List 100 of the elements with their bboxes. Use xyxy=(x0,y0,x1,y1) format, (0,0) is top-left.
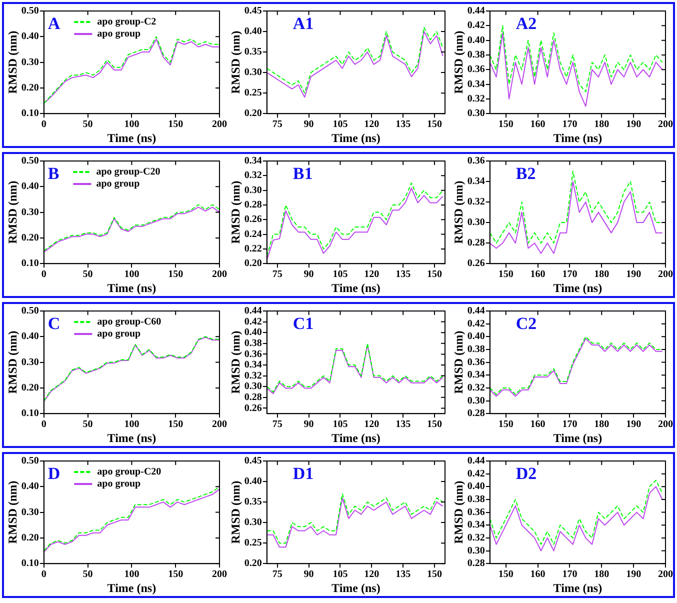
y-tick-label: 0.38 xyxy=(467,344,485,356)
y-tick-label: 0.34 xyxy=(467,520,485,531)
y-tick-label: 0.40 xyxy=(244,26,262,38)
x-tick-label: 135 xyxy=(396,569,411,580)
x-tick-label: 150 xyxy=(427,569,442,580)
x-tick-label: 0 xyxy=(41,119,46,130)
y-axis-title: RMSD (nm) xyxy=(451,330,466,394)
x-tick-label: 105 xyxy=(332,269,348,280)
legend-label: apo group xyxy=(97,328,142,340)
x-tick-label: 90 xyxy=(304,419,314,430)
x-tick-label: 200 xyxy=(212,419,227,430)
x-tick-label: 135 xyxy=(396,269,411,280)
x-tick-label: 180 xyxy=(594,269,610,280)
y-tick-label: 0.30 xyxy=(244,184,262,196)
y-tick-label: 0.35 xyxy=(244,46,262,58)
x-tick-label: 170 xyxy=(562,119,578,130)
chart-title: B xyxy=(48,164,60,183)
x-tick-label: 150 xyxy=(427,119,442,130)
y-tick-label: 0.30 xyxy=(21,206,39,218)
y-tick-label: 0.32 xyxy=(244,170,262,182)
chart-title: A2 xyxy=(516,14,537,33)
y-tick-label: 0.45 xyxy=(244,6,262,17)
y-tick-label: 0.10 xyxy=(21,258,39,270)
y-tick-label: 0.22 xyxy=(244,244,262,255)
x-tick-label: 200 xyxy=(658,419,673,430)
x-tick-label: 170 xyxy=(562,569,578,580)
y-tick-label: 0.40 xyxy=(467,331,485,342)
x-tick-label: 150 xyxy=(168,269,184,280)
y-tick-label: 0.44 xyxy=(467,6,485,17)
legend-label: apo group xyxy=(97,28,142,40)
y-tick-label: 0.40 xyxy=(21,31,39,42)
y-tick-label: 0.20 xyxy=(21,532,39,544)
y-tick-label: 0.20 xyxy=(21,382,39,394)
x-tick-label: 105 xyxy=(332,569,348,580)
y-tick-label: 0.32 xyxy=(244,370,262,382)
y-tick-label: 0.26 xyxy=(244,402,262,414)
y-tick-label: 0.28 xyxy=(244,392,262,403)
x-tick-label: 50 xyxy=(82,569,93,580)
x-tick-label: 150 xyxy=(427,419,442,430)
y-tick-label: 0.34 xyxy=(467,176,485,188)
x-tick-label: 105 xyxy=(332,119,348,130)
x-tick-label: 105 xyxy=(332,419,348,430)
y-tick-label: 0.28 xyxy=(467,558,485,570)
y-tick-label: 0.26 xyxy=(467,258,485,270)
chart-title: B2 xyxy=(516,164,536,183)
y-tick-label: 0.45 xyxy=(244,456,262,467)
y-axis-title: RMSD (nm) xyxy=(451,180,466,244)
y-tick-label: 0.38 xyxy=(244,338,262,349)
y-tick-label: 0.20 xyxy=(21,82,39,94)
x-axis-title: Time (ns) xyxy=(107,280,156,295)
y-tick-label: 0.50 xyxy=(21,306,39,317)
y-tick-label: 0.30 xyxy=(21,56,39,68)
y-axis-title: RMSD (nm) xyxy=(5,330,20,394)
y-axis-title: RMSD (nm) xyxy=(5,30,20,94)
y-tick-label: 0.42 xyxy=(467,468,485,480)
chart-title: C2 xyxy=(516,314,537,333)
y-tick-label: 0.38 xyxy=(467,494,485,506)
y-tick-label: 0.40 xyxy=(244,327,262,338)
y-axis-title: RMSD (nm) xyxy=(5,180,20,244)
x-tick-label: 150 xyxy=(498,269,514,280)
x-tick-label: 75 xyxy=(272,119,282,130)
y-tick-label: 0.35 xyxy=(244,496,262,508)
y-tick-label: 0.38 xyxy=(467,50,485,61)
x-tick-label: 0 xyxy=(41,419,46,430)
x-tick-label: 100 xyxy=(124,569,140,580)
x-axis-title: Time (ns) xyxy=(553,430,602,445)
x-tick-label: 50 xyxy=(82,119,93,130)
y-tick-label: 0.32 xyxy=(467,382,485,394)
y-tick-label: 0.50 xyxy=(21,456,39,467)
y-tick-label: 0.30 xyxy=(467,108,485,120)
x-tick-label: 100 xyxy=(124,419,140,430)
x-tick-label: 90 xyxy=(304,269,314,280)
y-axis-title: RMSD (nm) xyxy=(228,480,242,544)
y-tick-label: 0.10 xyxy=(21,558,39,570)
y-tick-label: 0.34 xyxy=(467,78,485,90)
y-tick-label: 0.50 xyxy=(21,156,39,167)
y-tick-label: 0.40 xyxy=(21,331,39,342)
x-tick-label: 75 xyxy=(272,269,282,280)
x-axis-title: Time (ns) xyxy=(553,130,602,145)
x-tick-label: 200 xyxy=(658,269,673,280)
x-tick-label: 0 xyxy=(41,569,46,580)
x-tick-label: 50 xyxy=(82,419,93,430)
x-tick-label: 150 xyxy=(427,269,442,280)
x-axis-title: Time (ns) xyxy=(107,580,156,595)
y-tick-label: 0.34 xyxy=(244,360,262,371)
y-tick-label: 0.25 xyxy=(244,88,262,99)
y-tick-label: 0.10 xyxy=(21,408,39,420)
y-tick-label: 0.28 xyxy=(467,408,485,420)
x-tick-label: 200 xyxy=(212,269,227,280)
line-series xyxy=(490,480,663,545)
y-axis-title: RMSD (nm) xyxy=(228,180,242,244)
y-tick-label: 0.40 xyxy=(21,181,39,192)
y-tick-label: 0.20 xyxy=(21,232,39,244)
x-tick-label: 180 xyxy=(594,119,610,130)
y-tick-label: 0.34 xyxy=(244,156,262,167)
x-tick-label: 150 xyxy=(168,119,184,130)
y-tick-label: 0.32 xyxy=(467,94,485,105)
y-tick-label: 0.36 xyxy=(244,348,262,360)
x-axis-title: Time (ns) xyxy=(107,130,156,145)
x-tick-label: 160 xyxy=(530,569,546,580)
